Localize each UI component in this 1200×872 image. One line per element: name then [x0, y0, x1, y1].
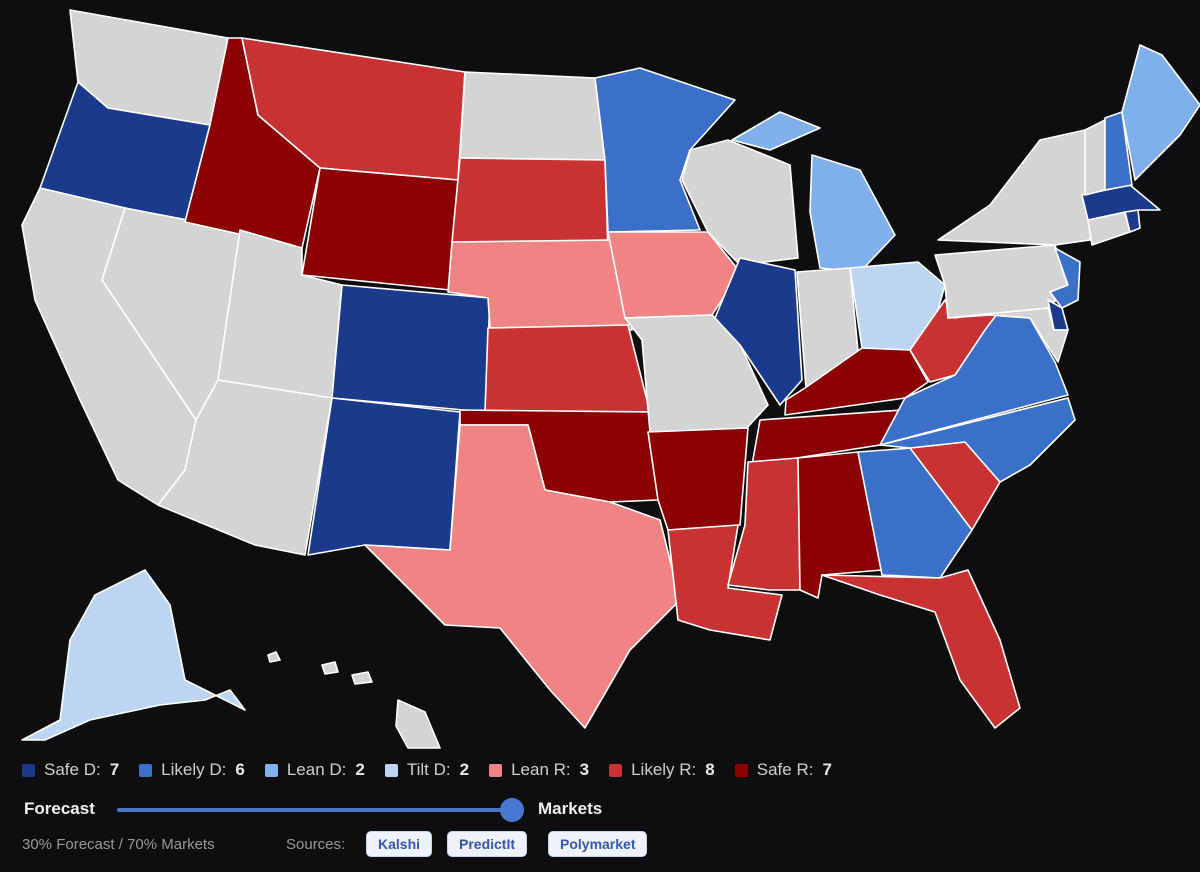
state-md[interactable]	[947, 307, 1069, 363]
state-tx[interactable]	[364, 424, 681, 729]
legend-tilt-d: Tilt D: 2	[384, 760, 470, 780]
sources-label: Sources:	[286, 836, 346, 853]
state-sd[interactable]	[451, 157, 609, 253]
state-fl[interactable]	[821, 569, 1021, 729]
legend-label: Safe D:	[44, 760, 101, 779]
state-mn[interactable]	[594, 67, 736, 233]
legend-label: Likely D:	[161, 760, 227, 779]
state-ny[interactable]	[937, 129, 1093, 246]
legend-label: Tilt D:	[406, 760, 451, 779]
state-pa[interactable]	[934, 244, 1069, 319]
state-vt[interactable]	[1084, 119, 1106, 196]
blend-slider-thumb[interactable]	[500, 798, 524, 822]
legend-swatch	[734, 763, 748, 777]
legend-likely-r: Likely R: 8	[609, 760, 715, 780]
slider-left-label: Forecast	[24, 799, 95, 818]
legend: Safe D: 7 Likely D: 6 Lean D: 2 Tilt D: …	[22, 760, 832, 780]
legend-count: 8	[705, 760, 715, 779]
state-ga[interactable]	[857, 447, 973, 579]
footer: 30% Forecast / 70% Markets Sources: Kals…	[22, 830, 722, 858]
legend-label: Likely R:	[631, 760, 697, 779]
source-predictit-button[interactable]: PredictIt	[447, 831, 528, 857]
legend-swatch	[22, 763, 35, 777]
state-nm[interactable]	[307, 397, 461, 556]
state-il[interactable]	[714, 257, 803, 406]
state-ks[interactable]	[484, 324, 651, 413]
legend-label: Lean D:	[286, 760, 347, 779]
legend-swatch	[139, 763, 153, 777]
state-nd[interactable]	[459, 71, 606, 161]
state-ak[interactable]	[21, 569, 246, 741]
state-wi[interactable]	[681, 139, 799, 266]
legend-swatch	[609, 763, 623, 777]
legend-label: Lean R:	[511, 760, 571, 779]
state-ar[interactable]	[647, 427, 749, 531]
legend-likely-d: Likely D: 6	[139, 760, 245, 780]
legend-count: 7	[822, 760, 832, 779]
state-co[interactable]	[331, 284, 491, 413]
state-nc[interactable]	[879, 397, 1076, 483]
legend-count: 2	[459, 760, 470, 779]
state-nh[interactable]	[1104, 111, 1133, 191]
legend-safe-d: Safe D: 7	[22, 760, 119, 780]
us-map	[21, 9, 1200, 749]
slider-right-label: Markets	[538, 799, 603, 818]
legend-swatch	[384, 763, 398, 777]
legend-swatch	[489, 763, 503, 777]
legend-count: 3	[579, 760, 590, 779]
legend-count: 7	[109, 760, 120, 779]
legend-safe-r: Safe R: 7	[734, 760, 832, 780]
blend-ratio-text: 30% Forecast / 70% Markets	[22, 836, 215, 853]
state-la[interactable]	[667, 524, 783, 641]
legend-swatch	[264, 763, 278, 777]
state-ky[interactable]	[784, 347, 929, 416]
legend-lean-d: Lean D: 2	[264, 760, 365, 780]
source-polymarket-button[interactable]: Polymarket	[548, 831, 648, 857]
state-me[interactable]	[1121, 44, 1200, 181]
legend-lean-r: Lean R: 3	[489, 760, 589, 780]
blend-slider-track[interactable]	[117, 808, 512, 812]
source-kalshi-button[interactable]: Kalshi	[366, 831, 433, 857]
state-hi[interactable]	[267, 651, 441, 749]
blend-slider-row: Forecast Markets	[24, 797, 644, 823]
legend-count: 6	[235, 760, 245, 779]
legend-label: Safe R:	[756, 760, 814, 779]
state-wy[interactable]	[301, 167, 459, 291]
legend-count: 2	[355, 760, 365, 779]
